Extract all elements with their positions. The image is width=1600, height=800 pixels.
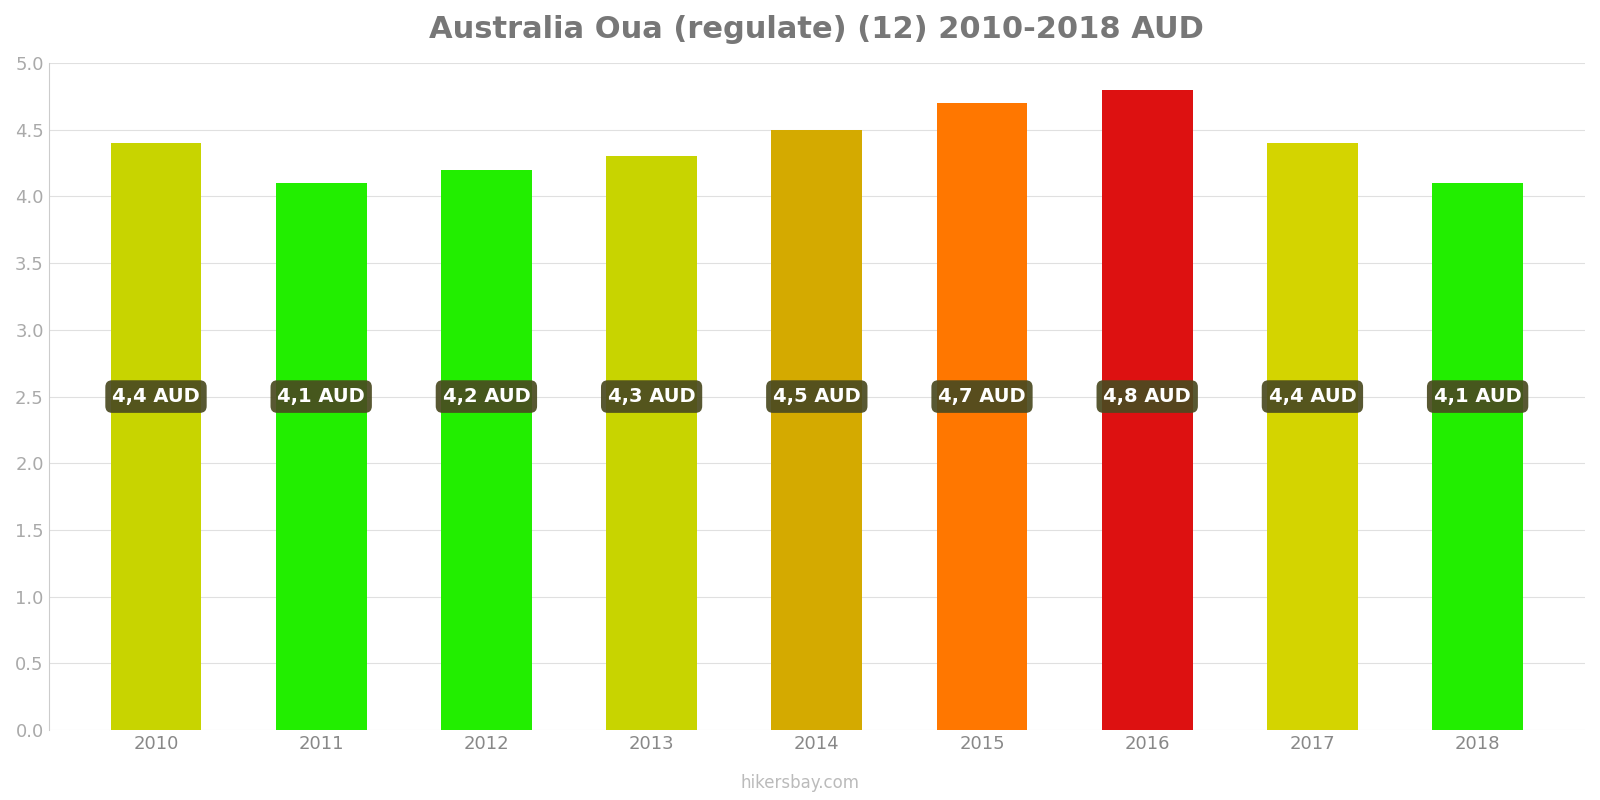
Bar	[606, 156, 698, 730]
Bar	[1432, 183, 1523, 730]
Text: 4,7 AUD: 4,7 AUD	[938, 387, 1026, 406]
Text: 4,4 AUD: 4,4 AUD	[112, 387, 200, 406]
Text: 4,1 AUD: 4,1 AUD	[1434, 387, 1522, 406]
Title: Australia Oua (regulate) (12) 2010-2018 AUD: Australia Oua (regulate) (12) 2010-2018 …	[429, 15, 1205, 44]
Bar	[936, 103, 1027, 730]
Bar	[442, 170, 531, 730]
Bar	[275, 183, 366, 730]
Bar	[110, 143, 202, 730]
Text: hikersbay.com: hikersbay.com	[741, 774, 859, 792]
Text: 4,1 AUD: 4,1 AUD	[277, 387, 365, 406]
Bar	[771, 130, 862, 730]
Text: 4,5 AUD: 4,5 AUD	[773, 387, 861, 406]
Text: 4,4 AUD: 4,4 AUD	[1269, 387, 1357, 406]
Bar	[1102, 90, 1192, 730]
Text: 4,2 AUD: 4,2 AUD	[443, 387, 530, 406]
Bar	[1267, 143, 1358, 730]
Text: 4,3 AUD: 4,3 AUD	[608, 387, 696, 406]
Text: 4,8 AUD: 4,8 AUD	[1104, 387, 1190, 406]
